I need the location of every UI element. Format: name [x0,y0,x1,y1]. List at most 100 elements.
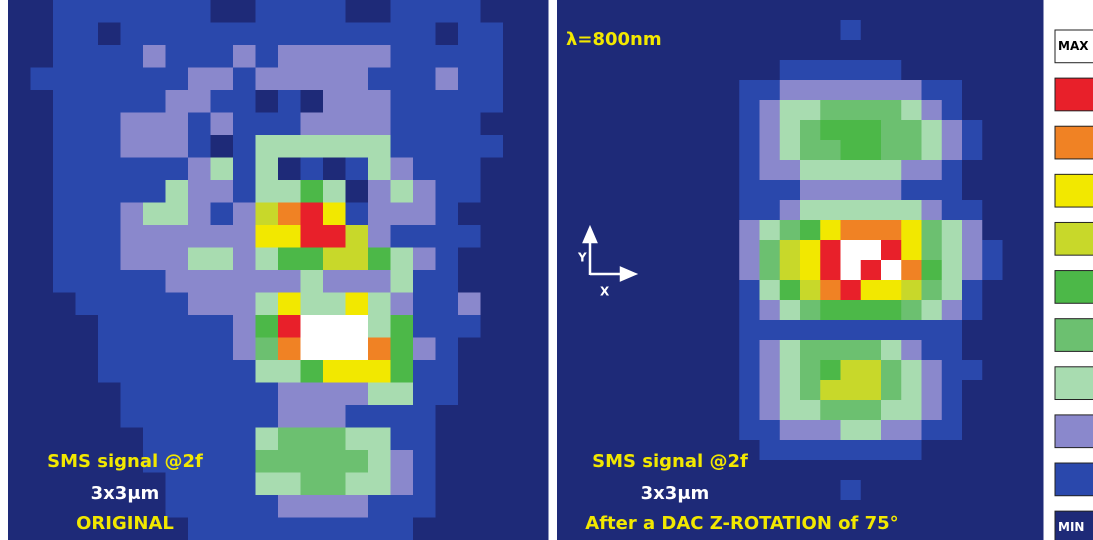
heat-cell [739,20,760,41]
heat-cell [1003,140,1024,161]
heat-cell [233,473,256,496]
heat-cell [346,90,369,113]
heat-cell [901,400,922,421]
heat-cell [503,68,526,91]
heat-cell [699,80,720,101]
heat-cell [861,0,882,21]
heat-cell [436,450,459,473]
heat-cell [368,45,391,68]
heat-cell [1023,300,1044,321]
heat-cell [301,383,324,406]
heat-cell [8,450,31,473]
heat-cell [256,45,279,68]
heat-cell [121,90,144,113]
heat-cell [53,428,76,451]
heat-cell [618,180,639,201]
heat-cell [658,300,679,321]
heat-cell [841,160,862,181]
heat-cell [962,220,983,241]
heat-cell [458,90,481,113]
heat-cell [98,23,121,46]
heat-cell [1023,60,1044,81]
heat-cell [760,80,781,101]
heat-cell [526,315,549,338]
heat-cell [982,300,1003,321]
heat-cell [368,315,391,338]
heat-cell [861,120,882,141]
heat-cell [391,473,414,496]
heat-cell [391,113,414,136]
heat-cell [346,248,369,271]
heat-cell [413,90,436,113]
heat-cell [98,180,121,203]
heat-cell [526,338,549,361]
heat-cell [8,45,31,68]
heat-cell [503,45,526,68]
heat-cell [861,100,882,121]
heat-cell [638,360,659,381]
heat-cell [780,380,801,401]
heat-cell [166,113,189,136]
heat-cell [638,220,659,241]
heat-cell [719,0,740,21]
heat-cell [346,405,369,428]
heat-cell [760,340,781,361]
heat-cell [233,248,256,271]
heat-cell [800,100,821,121]
heat-cell [780,480,801,501]
heat-cell [1023,400,1044,421]
heat-cell [658,80,679,101]
heat-cell [481,45,504,68]
heat-cell [577,140,598,161]
heat-cell [301,360,324,383]
heat-cell [922,500,943,521]
heat-cell [760,40,781,61]
heat-cell [481,315,504,338]
heat-cell [820,20,841,41]
heat-cell [922,360,943,381]
heat-cell [739,140,760,161]
heat-cell [598,180,619,201]
heat-cell [1003,280,1024,301]
heat-cell [760,100,781,121]
heat-cell [413,450,436,473]
heat-cell [211,383,234,406]
heat-cell [577,0,598,21]
heat-cell [436,45,459,68]
heat-cell [301,473,324,496]
heat-cell [699,60,720,81]
heat-cell [278,113,301,136]
heat-cell [98,315,121,338]
heat-cell [211,293,234,316]
heat-cell [780,420,801,441]
heat-cell [577,120,598,141]
heat-cell [413,113,436,136]
heat-cell [699,120,720,141]
heat-cell [922,180,943,201]
heat-cell [942,380,963,401]
heat-cell [841,40,862,61]
heat-cell [1023,320,1044,341]
heat-cell [820,60,841,81]
heat-cell [301,45,324,68]
heat-cell [458,180,481,203]
heat-cell [577,100,598,121]
heat-cell [211,45,234,68]
heat-cell [658,160,679,181]
heat-cell [31,225,54,248]
heat-cell [76,0,99,23]
heat-cell [211,203,234,226]
heat-cell [166,360,189,383]
heat-cell [982,420,1003,441]
heat-cell [211,68,234,91]
heat-cell [658,340,679,361]
heat-cell [76,68,99,91]
heat-cell [901,220,922,241]
heat-cell [391,68,414,91]
heat-cell [8,405,31,428]
heat-cell [211,158,234,181]
heat-cell [820,240,841,261]
heat-cell [121,158,144,181]
heat-cell [598,260,619,281]
heat-cell [166,45,189,68]
